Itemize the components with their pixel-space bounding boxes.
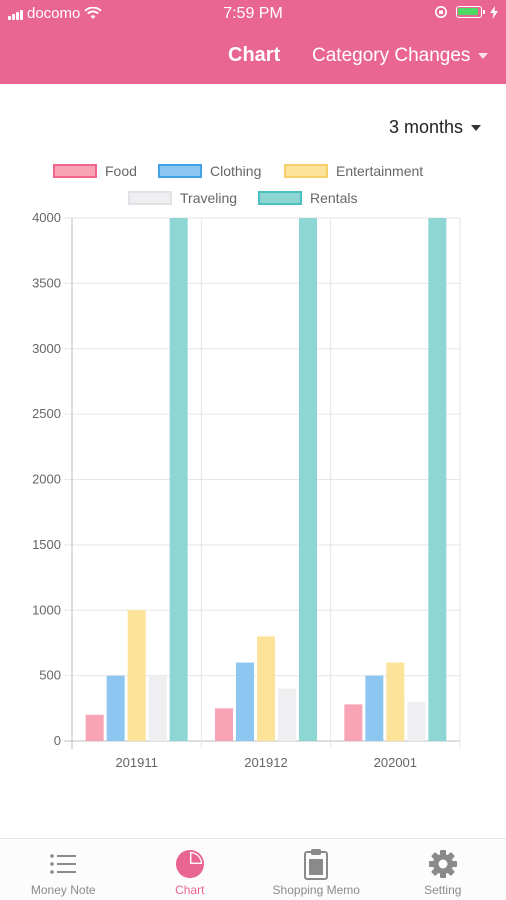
category-changes-dropdown[interactable]: Category Changes [312,45,489,67]
carrier-name: docomo [27,5,81,22]
tab-shopping-memo[interactable]: Shopping Memo [253,839,380,900]
wifi-icon [84,7,103,19]
legend-swatch [258,191,302,205]
legend-swatch [128,191,172,205]
carrier-info: docomo [8,5,103,22]
legend-label: Entertainment [336,163,424,179]
orientation-lock-icon [435,6,447,18]
header: docomo 7:59 PM Chart [0,0,506,84]
y-tick-label: 2000 [32,472,61,487]
legend-label: Rentals [310,190,358,206]
bar-traveling [148,675,167,741]
status-time: 7:59 PM [223,5,283,22]
tab-money-note[interactable]: Money Note [0,839,127,900]
legend-label: Traveling [180,190,238,206]
bar-food [85,714,104,741]
charging-icon [490,5,498,19]
list-icon [48,849,78,879]
tab-label: Chart [175,883,205,897]
tab-label: Shopping Memo [272,883,360,897]
nav-bar: Chart Category Changes [0,38,506,74]
bar-chart: 0 500 1000 1500 2000 2500 3000 3500 4000 201911 20… [32,210,461,770]
status-bar: docomo 7:59 PM [0,0,506,28]
tab-label: Money Note [30,883,96,897]
legend-label: Food [105,163,137,179]
bar-rentals [299,218,317,741]
bar-clothing [236,662,254,741]
x-tick-label: 202001 [374,755,417,770]
bar-entertainment [257,636,275,741]
x-tick-label: 201912 [244,755,287,770]
pie-chart-icon [175,849,205,879]
period-selector[interactable]: 3 months [389,117,481,138]
y-tick-label: 2500 [32,406,61,421]
tab-bar: Money Note Chart Shopping Memo [0,838,506,900]
battery-icon [456,6,485,18]
bar-rentals [428,218,447,741]
y-tick-label: 1000 [32,602,61,617]
bar-food [344,704,363,741]
nav-title[interactable]: Chart [228,44,281,66]
bar-traveling [278,688,296,741]
period-label: 3 months [388,117,463,137]
tab-label: Setting [424,883,462,897]
bar-entertainment [127,610,146,741]
legend-swatch [53,164,97,178]
chevron-down-icon [478,53,489,59]
legend-item-food[interactable]: Food [53,163,137,179]
bar-entertainment [386,662,405,741]
bar-clothing [365,675,384,741]
bar-clothing [106,675,125,741]
y-tick-label: 3500 [32,275,61,290]
y-tick-label: 500 [39,668,61,683]
legend-swatch [158,164,202,178]
legend-item-traveling[interactable]: Traveling [128,190,237,206]
legend-label: Clothing [210,163,262,179]
y-tick-label: 0 [54,733,61,748]
legend-item-rentals[interactable]: Rentals [258,190,357,206]
y-tick-label: 1500 [32,537,61,552]
status-right [434,5,498,19]
y-tick-label: 4000 [32,210,61,225]
y-tick-label: 3000 [32,341,61,356]
legend-item-entertainment[interactable]: Entertainment [284,163,423,179]
gear-icon [428,849,458,879]
clipboard-icon [301,849,331,880]
signal-icon [8,8,23,20]
chevron-down-icon [471,124,481,131]
tab-chart[interactable]: Chart [127,839,254,900]
x-tick-label: 201911 [115,755,157,770]
dropdown-label: Category Changes [312,45,471,66]
bar-rentals [169,218,188,741]
bar-food [215,708,233,741]
legend-swatch [284,164,328,178]
tab-setting[interactable]: Setting [380,839,506,900]
legend-item-clothing[interactable]: Clothing [158,163,261,179]
bar-traveling [407,701,426,741]
